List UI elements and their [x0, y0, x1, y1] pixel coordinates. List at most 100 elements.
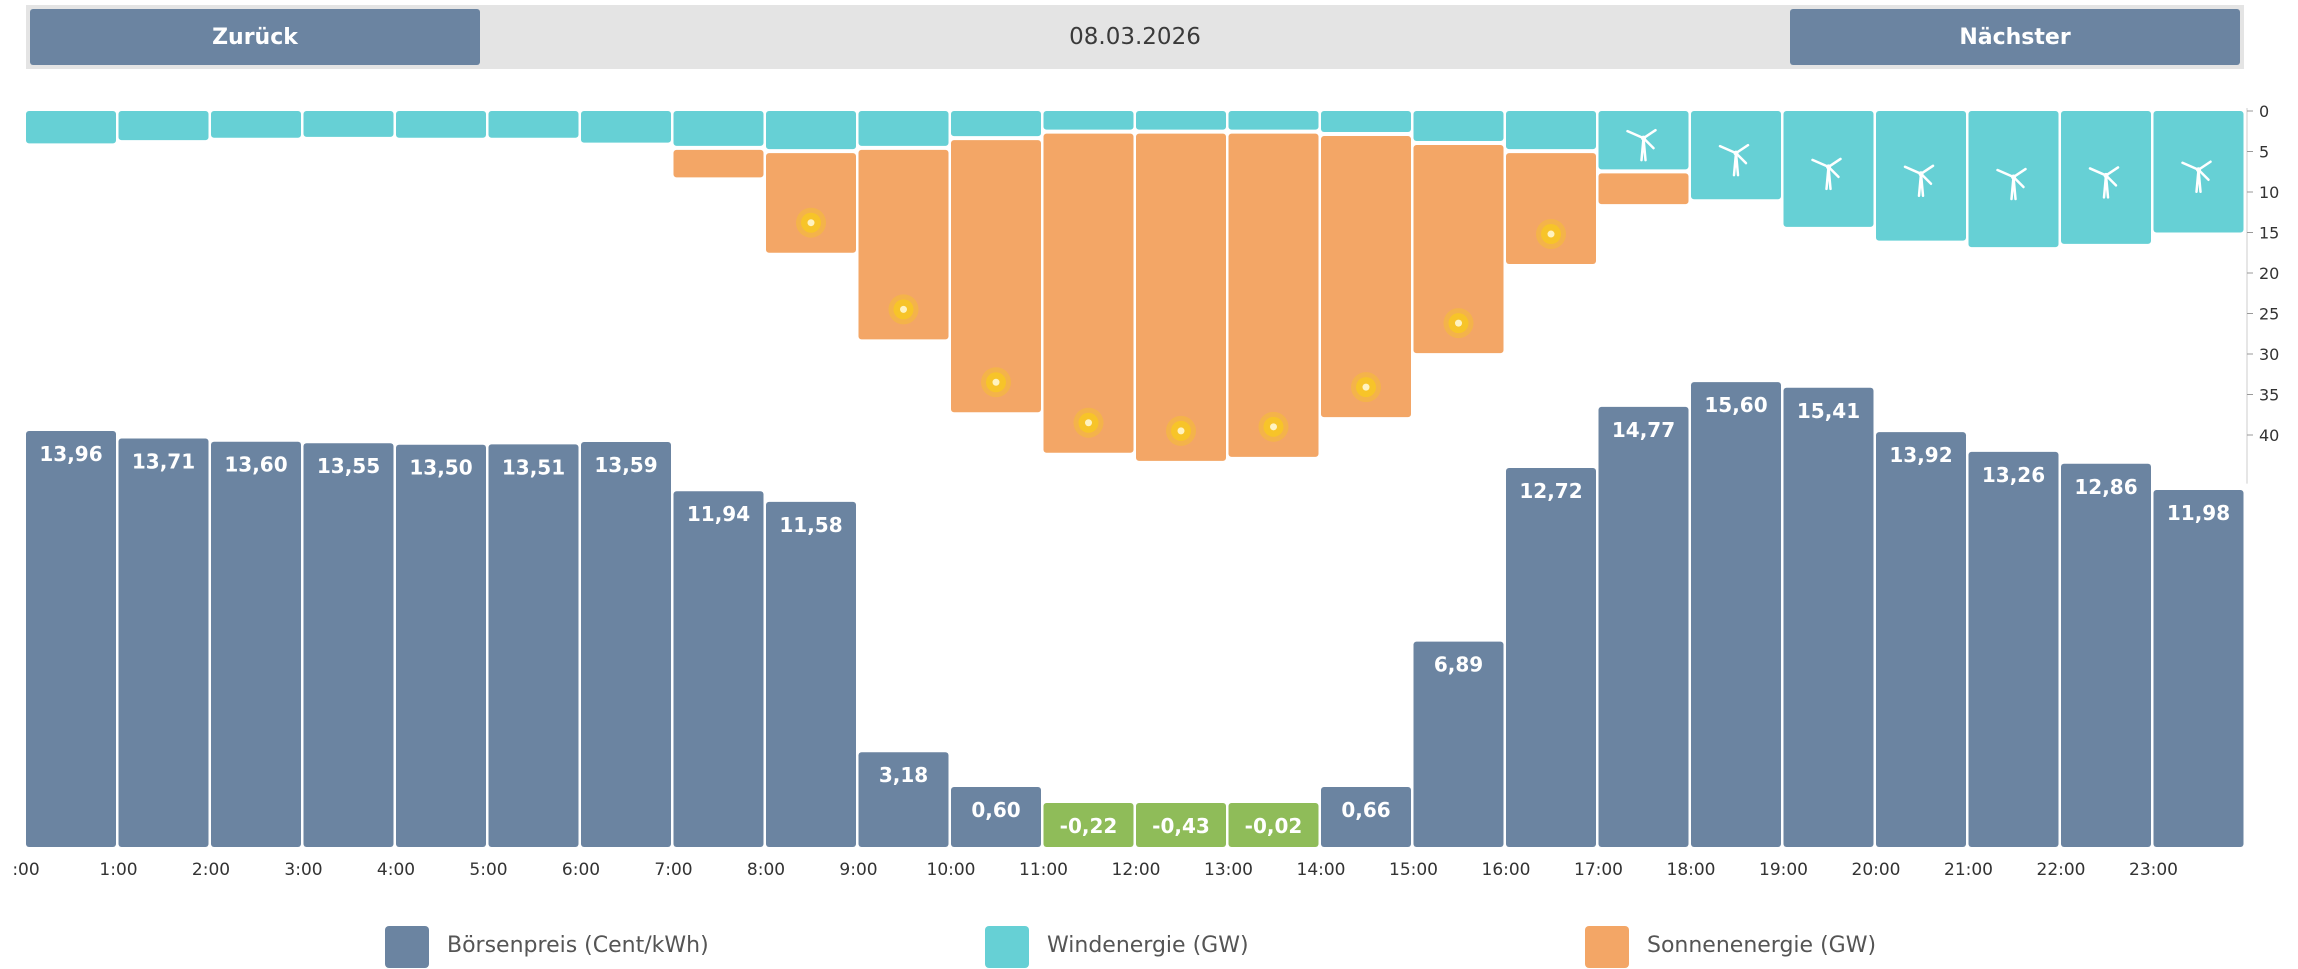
- price-label: 13,55: [317, 454, 380, 478]
- legend-label-solar: Sonnenenergie (GW): [1647, 933, 1877, 958]
- current-date: 08.03.2026: [1069, 24, 1201, 50]
- sun-icon: [1443, 308, 1474, 339]
- price-label: -0,02: [1245, 814, 1303, 838]
- wind-bar: [766, 111, 856, 150]
- price-bar: [1598, 406, 1689, 847]
- price-bar-negative: [1228, 803, 1319, 847]
- x-tick-label: 13:00: [1204, 860, 1253, 880]
- wind-bar: [1136, 111, 1226, 130]
- wind-bar: [581, 111, 671, 143]
- solar-bar: [1321, 136, 1411, 418]
- wind-turbine-icon: [1903, 164, 1935, 198]
- x-tick-label: 8:00: [747, 860, 785, 880]
- wind-bar: [118, 111, 209, 141]
- x-tick-label: 20:00: [1852, 860, 1901, 880]
- price-label: 0,66: [1341, 798, 1390, 822]
- x-tick-label: 10:00: [927, 860, 976, 880]
- price-bar: [396, 444, 486, 847]
- sun-icon: [981, 367, 1011, 398]
- x-tick-label: 6:00: [562, 860, 600, 880]
- wind-bar: [1506, 111, 1596, 150]
- price-bar: [488, 444, 579, 847]
- price-label: 13,51: [502, 455, 565, 479]
- legend-swatch-solar: [1585, 926, 1629, 968]
- price-label: 11,98: [2167, 501, 2230, 525]
- sun-icon: [1258, 411, 1289, 442]
- wind-bar: [858, 111, 949, 146]
- price-bar: [951, 787, 1041, 847]
- price-bar: [303, 443, 394, 847]
- solar-bar: [951, 140, 1041, 413]
- price-label: 13,96: [39, 442, 102, 466]
- price-bar: [1413, 641, 1504, 847]
- wind-bar: [211, 111, 301, 138]
- price-bar: [673, 491, 764, 847]
- energy-axis-label: 25: [2259, 305, 2279, 324]
- energy-axis-label: 30: [2259, 345, 2279, 364]
- x-tick-label: :00: [12, 860, 39, 880]
- x-tick-label: 4:00: [377, 860, 415, 880]
- wind-bar: [1228, 111, 1319, 130]
- wind-bar: [1043, 111, 1134, 130]
- legend-label-wind: Windenergie (GW): [1047, 933, 1249, 958]
- sun-icon: [1073, 407, 1104, 438]
- back-button[interactable]: Zurück: [30, 9, 480, 65]
- sun-icon: [1536, 219, 1566, 250]
- price-bar: [26, 430, 116, 847]
- x-tick-label: 7:00: [654, 860, 692, 880]
- x-tick-label: 16:00: [1482, 860, 1531, 880]
- price-label: 14,77: [1612, 418, 1675, 442]
- x-tick-label: 15:00: [1389, 860, 1438, 880]
- price-label: 12,72: [1519, 479, 1582, 503]
- price-label: 3,18: [879, 763, 928, 787]
- wind-bar: [303, 111, 394, 137]
- wind-turbine-icon: [1811, 157, 1842, 191]
- wind-bar: [26, 111, 116, 144]
- wind-turbine-icon: [1718, 143, 1750, 177]
- sun-icon: [1351, 372, 1381, 403]
- date-navigation-bar: Zurück 08.03.2026 Nächster: [26, 5, 2244, 69]
- price-label: 13,71: [132, 449, 195, 473]
- wind-bar: [396, 111, 486, 138]
- price-bar: [1783, 387, 1874, 847]
- price-bar: [2061, 463, 2151, 847]
- price-label: -0,22: [1060, 814, 1118, 838]
- wind-turbine-icon: [1996, 167, 2027, 201]
- wind-turbine-icon: [1626, 128, 1657, 162]
- price-label: 13,26: [1982, 463, 2045, 487]
- price-bar: [1506, 467, 1596, 847]
- wind-bar: [951, 111, 1041, 137]
- next-button[interactable]: Nächster: [1790, 9, 2240, 65]
- x-tick-label: 22:00: [2037, 860, 2086, 880]
- price-label: 15,60: [1704, 393, 1767, 417]
- legend-label-price: Börsenpreis (Cent/kWh): [447, 933, 709, 958]
- price-bar: [581, 442, 671, 847]
- price-bar: [118, 438, 209, 847]
- energy-axis-label: 35: [2259, 386, 2279, 405]
- x-tick-label: 3:00: [284, 860, 322, 880]
- x-tick-label: 1:00: [99, 860, 137, 880]
- x-tick-label: 19:00: [1759, 860, 1808, 880]
- solar-bar: [1413, 144, 1504, 354]
- x-tick-label: 9:00: [839, 860, 877, 880]
- wind-bar: [1321, 111, 1411, 133]
- price-label: 11,58: [779, 513, 842, 537]
- wind-bar: [1413, 111, 1504, 141]
- wind-bar: [673, 111, 764, 146]
- price-bar: [1691, 382, 1781, 847]
- x-tick-label: 11:00: [1019, 860, 1068, 880]
- wind-turbine-icon: [2088, 166, 2120, 199]
- solar-bar: [1506, 153, 1596, 265]
- price-bar: [858, 752, 949, 847]
- price-label: 15,41: [1797, 399, 1860, 423]
- solar-bar: [1598, 173, 1689, 205]
- price-bar: [1876, 432, 1966, 847]
- solar-bar: [1228, 133, 1319, 457]
- price-label: 13,92: [1889, 443, 1952, 467]
- legend-swatch-wind: [985, 926, 1029, 968]
- price-bar: [2153, 489, 2244, 847]
- x-tick-label: 21:00: [1944, 860, 1993, 880]
- x-tick-label: 2:00: [192, 860, 230, 880]
- solar-bar: [858, 149, 949, 340]
- energy-axis-label: 10: [2259, 183, 2279, 202]
